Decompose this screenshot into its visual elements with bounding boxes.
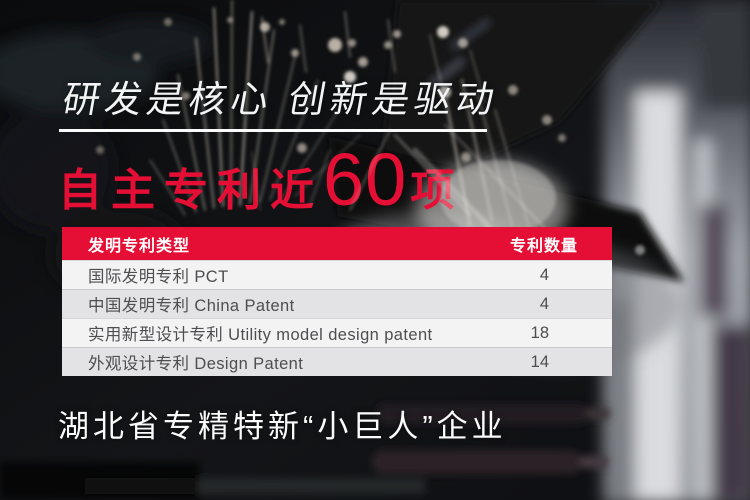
patent-count-cell: 4 <box>539 294 549 313</box>
workshop-right-strip <box>604 0 750 500</box>
headline-underline <box>59 129 487 132</box>
table-row: 实用新型设计专利 Utility model design patent 18 <box>62 318 612 347</box>
table-header-count: 专利数量 <box>509 237 578 255</box>
table-row: 外观设计专利 Design Patent 14 <box>62 347 612 376</box>
patent-type-cell: 国际发明专利 PCT <box>88 268 229 286</box>
footer-tagline: 湖北省专精特新“小巨人”企业 <box>58 409 507 444</box>
patent-count-cell: 18 <box>530 323 549 342</box>
bottom-rollers <box>0 404 610 500</box>
patent-count-headline: 自主专利近 60 项 <box>58 138 464 221</box>
bokeh-dots <box>96 17 645 255</box>
patent-type-cell: 中国发明专利 China Patent <box>88 297 295 315</box>
table-header: 发明专利类型 专利数量 <box>62 227 612 260</box>
headline: 研发是核心 创新是驱动 <box>59 79 503 120</box>
table-body: 国际发明专利 PCT 4 中国发明专利 China Patent 4 实用新型设… <box>62 260 612 376</box>
patent-type-cell: 实用新型设计专利 Utility model design patent <box>88 326 433 344</box>
table-header-type: 发明专利类型 <box>88 237 191 255</box>
patent-type-cell: 外观设计专利 Design Patent <box>88 355 304 373</box>
table-row: 国际发明专利 PCT 4 <box>62 260 612 289</box>
patent-count-cell: 14 <box>530 352 549 371</box>
table-row: 中国发明专利 China Patent 4 <box>62 289 612 318</box>
patent-table: 发明专利类型 专利数量 国际发明专利 PCT 4 中国发明专利 China Pa… <box>62 227 612 376</box>
patent-count-cell: 4 <box>539 265 549 284</box>
stat-number: 60 <box>323 138 408 221</box>
stat-suffix: 项 <box>410 166 464 215</box>
stat-prefix: 自主专利近 <box>58 166 323 215</box>
